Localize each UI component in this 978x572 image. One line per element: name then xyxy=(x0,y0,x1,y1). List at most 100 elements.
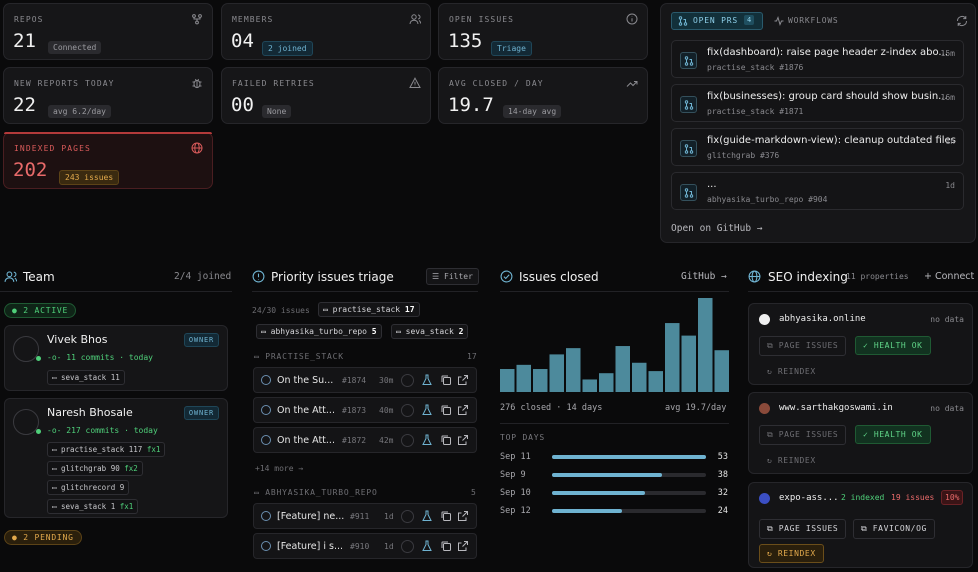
issue-row[interactable]: On the Att... #1873 40m xyxy=(253,397,477,423)
commit-count: 11 commits · today xyxy=(66,353,153,362)
copy-icon: ⧉ xyxy=(861,524,873,533)
chart-bar xyxy=(533,369,548,392)
flask-icon[interactable] xyxy=(421,540,433,552)
repo-chip: ▭ glitchrecord 9 xyxy=(47,480,130,495)
member-card[interactable]: Naresh Bhosale OWNER -o- 217 commits · t… xyxy=(4,398,228,518)
triage-title: Priority issues triage xyxy=(271,270,394,284)
pr-title: fix(dashboard): raise page header z-inde… xyxy=(707,47,948,58)
button-label: HEALTH OK xyxy=(873,341,923,350)
tab-workflows-label: WORKFLOWS xyxy=(788,16,839,25)
external-link-icon[interactable] xyxy=(457,404,469,416)
connect-button[interactable]: + Connect xyxy=(924,271,975,282)
issue-age: 1d xyxy=(384,542,394,551)
repo-chip: ▭ practise_stack 117 fx1 xyxy=(47,442,166,457)
show-more-link[interactable]: +14 more → xyxy=(255,464,304,473)
repo-filter-chip[interactable]: ▭ abhyasika_turbo_repo 5 xyxy=(256,324,382,339)
folder-icon: ▭ xyxy=(323,305,333,314)
external-link-icon[interactable] xyxy=(457,434,469,446)
assignee-avatar[interactable] xyxy=(401,374,414,387)
pr-item[interactable]: fix(guide-markdown-view): cleanup outdat… xyxy=(671,128,964,166)
warning-icon xyxy=(409,77,421,88)
copy-icon[interactable] xyxy=(440,540,452,552)
commit-count: 217 commits · today xyxy=(66,426,158,435)
trend-icon xyxy=(626,81,638,87)
commit-summary: -o- 217 commits · today xyxy=(47,426,158,435)
issue-row[interactable]: [Feature] ne... #911 1d xyxy=(253,503,477,529)
copy-icon[interactable] xyxy=(440,404,452,416)
page-issues-button[interactable]: ⧉ PAGE ISSUES xyxy=(759,519,847,539)
repo-filter-name: practise_stack xyxy=(332,305,401,314)
page-issues-button[interactable]: ⧉ PAGE ISSUES xyxy=(759,425,847,445)
github-link[interactable]: GitHub → xyxy=(681,271,727,282)
site-favicon xyxy=(759,403,770,414)
external-link-icon[interactable] xyxy=(457,510,469,522)
filter-button[interactable]: ☰ Filter xyxy=(426,268,479,285)
external-link-icon[interactable] xyxy=(457,540,469,552)
issue-percent-badge: 10% xyxy=(941,490,964,505)
site-domain: www.sarthakgoswami.in xyxy=(779,403,893,413)
assignee-avatar[interactable] xyxy=(401,434,414,447)
refresh-icon[interactable] xyxy=(956,15,968,27)
seo-property-count: 11 properties xyxy=(846,272,909,281)
copy-icon: ⧉ xyxy=(767,430,779,439)
stat-card-indexed-pages[interactable]: INDEXED PAGES 202 243 issues xyxy=(3,132,213,189)
active-badge: ● 2 ACTIVE xyxy=(4,303,77,318)
issue-row[interactable]: On the Su... #1874 30m xyxy=(253,367,477,393)
folder-icon: ▭ xyxy=(261,327,271,336)
repo-filter-chip[interactable]: ▭ practise_stack 17 xyxy=(318,302,420,317)
copy-icon[interactable] xyxy=(440,374,452,386)
pr-item[interactable]: ... abhyasika_turbo_repo #904 1d xyxy=(671,172,964,210)
issue-title: On the Su... xyxy=(277,375,334,386)
copy-icon: ⧉ xyxy=(767,341,779,350)
stat-card-avg-closed[interactable]: AVG CLOSED / DAY 19.7 14-day avg xyxy=(438,67,648,124)
seo-site-card[interactable]: www.sarthakgoswami.in no data ⧉ PAGE ISS… xyxy=(748,392,973,474)
check-icon: ✓ xyxy=(863,341,874,350)
issue-row[interactable]: [Feature] i s... #910 1d xyxy=(253,533,477,559)
reindex-button[interactable]: ↻ REINDEX xyxy=(759,362,824,381)
flask-icon[interactable] xyxy=(421,510,433,522)
seo-title: SEO indexing xyxy=(768,270,848,284)
repo-count: 90 xyxy=(110,464,120,473)
repo-name: seva_stack xyxy=(61,373,107,382)
tab-open-prs[interactable]: OPEN PRS 4 xyxy=(671,12,763,30)
repo-filter-chip[interactable]: ▭ seva_stack 2 xyxy=(391,324,469,339)
avatar xyxy=(13,336,39,362)
reindex-button[interactable]: ↻ REINDEX xyxy=(759,451,824,470)
assignee-avatar[interactable] xyxy=(401,510,414,523)
issue-row[interactable]: On the Att... #1872 42m xyxy=(253,427,477,453)
member-card[interactable]: Vivek Bhos OWNER -o- 11 commits · today … xyxy=(4,325,228,391)
seo-site-card[interactable]: abhyasika.online no data ⧉ PAGE ISSUES ✓… xyxy=(748,303,973,385)
flask-icon[interactable] xyxy=(421,374,433,386)
copy-icon[interactable] xyxy=(440,434,452,446)
folder-icon: ▭ xyxy=(52,373,62,382)
assignee-avatar[interactable] xyxy=(401,540,414,553)
flask-icon[interactable] xyxy=(421,404,433,416)
external-link-icon[interactable] xyxy=(457,374,469,386)
seo-site-card[interactable]: expo-ass... 2 indexed 19 issues 10% ⧉ PA… xyxy=(748,482,973,568)
owner-badge: OWNER xyxy=(183,333,219,347)
top-day-bar xyxy=(552,473,663,477)
tab-workflows[interactable]: WORKFLOWS xyxy=(772,12,846,30)
flask-icon[interactable] xyxy=(421,434,433,446)
pr-item[interactable]: fix(businesses): group card should show … xyxy=(671,84,964,122)
health-ok-button[interactable]: ✓ HEALTH OK xyxy=(855,336,931,355)
open-on-github-link[interactable]: Open on GitHub → xyxy=(671,223,763,234)
reindex-button[interactable]: ↻ REINDEX xyxy=(759,544,824,563)
copy-icon[interactable] xyxy=(440,510,452,522)
group-name: ABHYASIKA_TURBO_REPO xyxy=(265,488,378,497)
page-issues-button[interactable]: ⧉ PAGE ISSUES xyxy=(759,336,847,356)
stat-card-new-reports[interactable]: NEW REPORTS TODAY 22 avg 6.2/day xyxy=(3,67,213,124)
member-name: Naresh Bhosale xyxy=(47,406,133,419)
issue-number: #1874 xyxy=(342,376,367,385)
repo-name: seva_stack xyxy=(61,502,107,511)
fix-count: fx2 xyxy=(124,464,138,473)
pr-item[interactable]: fix(dashboard): raise page header z-inde… xyxy=(671,40,964,78)
stat-card-failed-retries[interactable]: FAILED RETRIES 00 None xyxy=(221,67,431,124)
stat-pill: None xyxy=(262,105,292,118)
stat-card-members[interactable]: MEMBERS 04 2 joined xyxy=(221,3,431,60)
assignee-avatar[interactable] xyxy=(401,404,414,417)
stat-card-repos[interactable]: REPOS 21 Connected xyxy=(3,3,213,60)
favicon-og-button[interactable]: ⧉ FAVICON/OG xyxy=(853,519,935,539)
stat-card-open-issues[interactable]: OPEN ISSUES 135 Triage xyxy=(438,3,648,60)
health-ok-button[interactable]: ✓ HEALTH OK xyxy=(855,425,931,444)
